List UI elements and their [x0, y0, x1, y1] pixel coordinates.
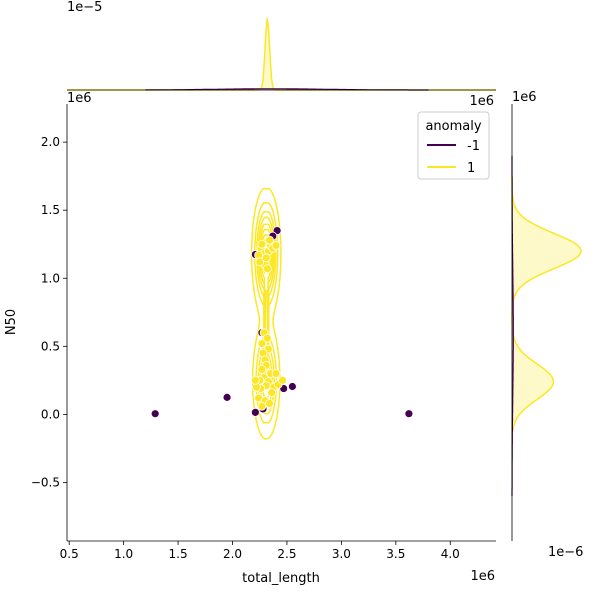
x-tick-label: 1.0	[114, 547, 133, 561]
scatter-point-anomaly	[287, 382, 297, 391]
main-plot-area: 0.5 1.0 1.5 2.0 2.5 3.0 3.5 4.0 −0.5 0.0 0.5 1.0 1.…	[31, 104, 496, 561]
scatter-point-normal	[262, 264, 272, 274]
y-tick-label: 1.5	[41, 203, 60, 217]
y-tick-label: 0.5	[41, 339, 60, 353]
right-marginal-panel	[511, 104, 582, 541]
x-tick-label: 0.5	[60, 547, 79, 561]
x-tick-label: 3.5	[386, 547, 405, 561]
scatter-point-normal	[257, 365, 267, 374]
kde-contour-level	[257, 216, 276, 406]
y-axis-title: N50	[4, 309, 19, 335]
y-tick-label: 1.0	[41, 271, 60, 285]
scatter-point-normal	[271, 241, 281, 250]
scatter-point-normal	[265, 235, 274, 245]
scatter-point-normal	[265, 399, 274, 408]
scatter-point-normal	[261, 253, 271, 263]
y-tick-label: −0.5	[31, 475, 60, 489]
right-marginal-kde-fill	[512, 176, 581, 431]
scatter-point-anomaly	[250, 407, 260, 417]
top-marginal-kde-line	[67, 18, 496, 91]
right-marginal-offset-label-top: 1e6	[512, 90, 537, 105]
kde-contour-level	[254, 202, 279, 424]
legend-label-normal: 1	[467, 161, 475, 176]
x-ticks: 0.5 1.0 1.5 2.0 2.5 3.0 3.5 4.0	[60, 541, 460, 561]
y-offset-label: 1e6	[67, 91, 92, 106]
scatter-point-normal	[250, 375, 260, 385]
x-corner-offset-label: 1e6	[469, 94, 494, 109]
right-marginal-offset-label-bottom: 1e−6	[548, 545, 583, 560]
scatter-point-normal	[271, 369, 281, 378]
scatter-point-anomaly	[150, 409, 160, 419]
top-marginal-offset-label: 1e−5	[67, 0, 102, 15]
kde-contour-level	[255, 211, 277, 415]
scatter-point-normal	[262, 333, 272, 343]
top-marginal-panel	[67, 18, 496, 91]
scatter-point-normal	[267, 388, 277, 398]
legend: anomaly -1 1	[417, 111, 490, 180]
legend-title: anomaly	[425, 119, 481, 134]
scatter-point-normal	[278, 375, 287, 385]
scatter-point-anomaly	[404, 409, 414, 419]
y-ticks: −0.5 0.0 0.5 1.0 1.5 2.0	[31, 135, 67, 489]
scatter-point-anomaly	[222, 392, 232, 402]
y-tick-label: 0.0	[41, 407, 60, 421]
scatter-point-normal	[257, 239, 267, 249]
scatter-point-normal	[255, 257, 265, 267]
legend-label-anomaly: -1	[467, 139, 480, 154]
y-tick-label: 2.0	[41, 135, 60, 149]
x-tick-label: 1.5	[169, 547, 188, 561]
scatter-point-normal	[257, 401, 267, 411]
scatter-points	[150, 226, 414, 419]
scatter-point-normal	[257, 339, 267, 349]
x-axis-title: total_length	[242, 571, 320, 586]
top-marginal-kde-fill	[67, 18, 496, 91]
x-tick-label: 3.0	[332, 547, 351, 561]
x-tick-label: 2.5	[277, 547, 296, 561]
x-offset-label: 1e6	[470, 569, 495, 584]
x-tick-label: 4.0	[441, 547, 460, 561]
x-tick-label: 2.0	[223, 547, 242, 561]
kde-contour-level	[250, 187, 282, 440]
